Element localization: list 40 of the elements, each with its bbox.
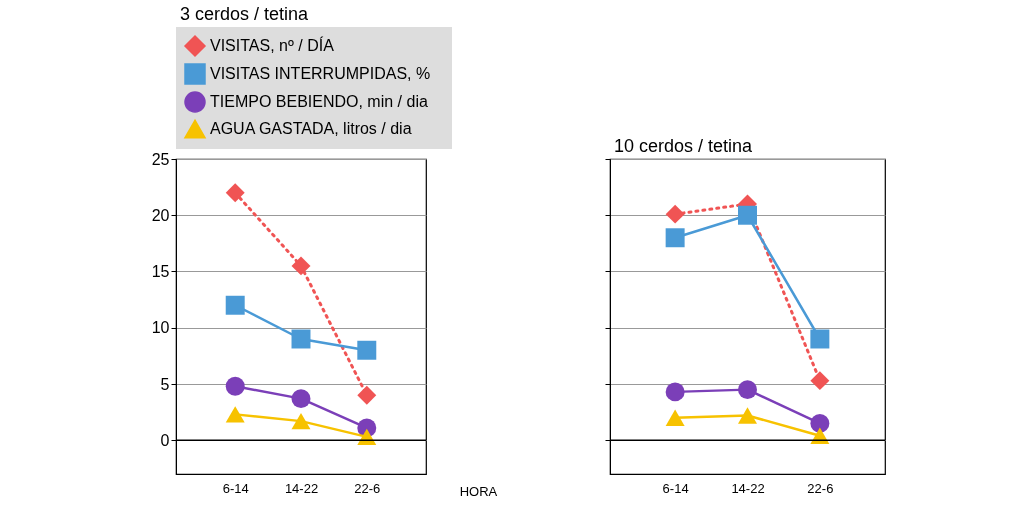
y-tick-label: 0 [160,431,170,449]
y-tick-label: 20 [151,206,170,224]
point [291,329,311,349]
point [738,205,757,225]
point [225,183,245,203]
point [225,376,245,396]
point [225,406,245,423]
point [665,228,685,248]
point [810,329,830,349]
point [665,382,685,402]
legend-label: VISITAS, nº / DÍA [210,36,335,54]
point [225,295,245,315]
x-tick-label: 22-6 [807,480,834,496]
point [291,256,311,276]
x-tick-label: 22-6 [354,480,381,496]
point [291,389,311,409]
x-tick-label: 6-14 [222,480,249,496]
point [738,380,757,400]
point [291,412,311,430]
y-tick-label: 25 [151,150,170,168]
y-tick-label: 15 [151,263,170,280]
x-tick-label: 14-22 [284,480,319,496]
y-tick-label: 10 [151,319,170,337]
point [810,371,830,391]
point [665,409,685,426]
point [357,340,377,360]
point [810,427,830,444]
point [357,385,377,405]
x-tick-label: 6-14 [662,480,689,496]
legend-label: VISITAS INTERRUMPIDAS, % [210,65,431,82]
legend-label: AGUA GASTADA, litros / dia [210,120,412,137]
chart-title: 10 cerdos / tetina [614,135,754,156]
chart-title: 3 cerdos / tetina [180,4,310,24]
point [665,204,685,224]
x-axis-title: HORA [459,483,498,499]
x-tick-label: 14-22 [731,480,765,496]
point [738,407,757,424]
point [810,413,830,433]
y-tick-label: 5 [160,375,170,393]
legend-label: TIEMPO BEBIENDO, min / dia [210,93,428,110]
